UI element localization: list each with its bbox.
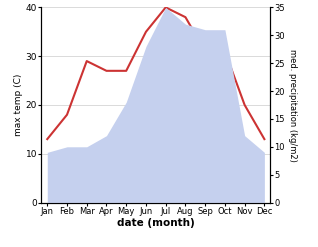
Y-axis label: max temp (C): max temp (C) xyxy=(14,74,23,136)
Y-axis label: med. precipitation (kg/m2): med. precipitation (kg/m2) xyxy=(288,49,297,161)
X-axis label: date (month): date (month) xyxy=(117,219,195,228)
